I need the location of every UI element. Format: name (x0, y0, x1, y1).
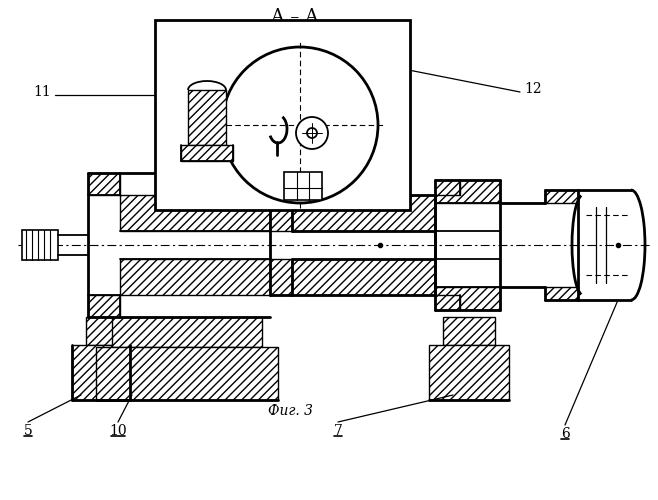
Text: 10: 10 (109, 424, 127, 438)
Polygon shape (96, 347, 278, 400)
Polygon shape (284, 172, 322, 200)
Text: Фиг. 3: Фиг. 3 (268, 404, 313, 418)
Text: А – А: А – А (271, 8, 319, 26)
Text: 12: 12 (524, 82, 542, 96)
Polygon shape (88, 173, 120, 195)
Polygon shape (435, 180, 460, 195)
Polygon shape (88, 295, 120, 317)
Polygon shape (435, 287, 500, 310)
Polygon shape (112, 317, 262, 347)
Polygon shape (545, 190, 578, 203)
Polygon shape (443, 317, 495, 345)
Circle shape (307, 128, 317, 138)
Text: 11: 11 (33, 85, 51, 99)
Polygon shape (86, 317, 116, 345)
Polygon shape (270, 195, 292, 231)
Polygon shape (22, 230, 58, 260)
Polygon shape (435, 295, 460, 310)
Polygon shape (435, 180, 500, 203)
Polygon shape (292, 259, 435, 295)
Polygon shape (155, 20, 410, 210)
Polygon shape (120, 259, 270, 295)
Polygon shape (120, 195, 270, 231)
Circle shape (296, 117, 328, 149)
Text: 7: 7 (334, 424, 342, 438)
Polygon shape (72, 345, 130, 400)
Polygon shape (545, 287, 578, 300)
Polygon shape (181, 145, 233, 161)
Polygon shape (429, 345, 509, 400)
Polygon shape (188, 90, 226, 145)
Text: 6: 6 (561, 427, 569, 441)
Polygon shape (270, 259, 292, 295)
Text: 5: 5 (24, 424, 32, 438)
Polygon shape (292, 195, 435, 231)
